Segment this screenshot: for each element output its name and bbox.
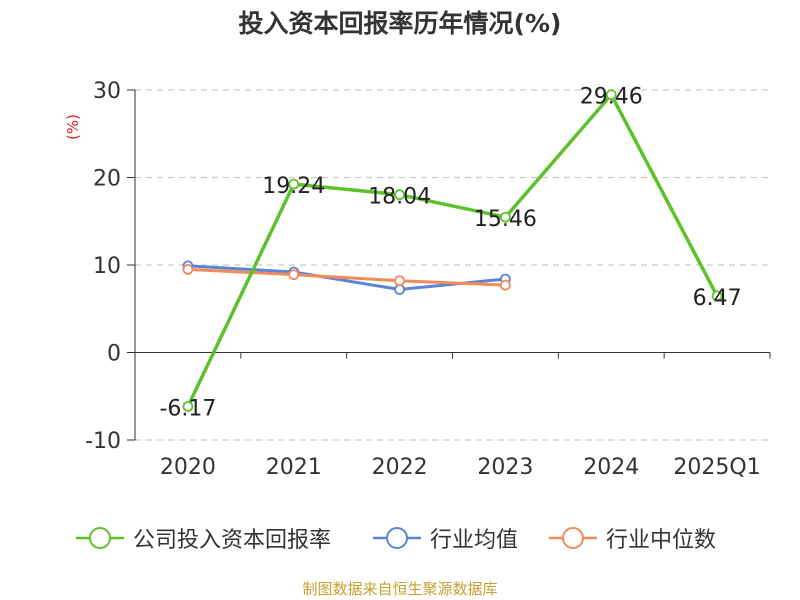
data-labels: -6.17 19.24 18.04 15.46 29.46 6.47 — [159, 85, 741, 422]
y-tick-label: 20 — [93, 167, 121, 192]
x-tick-label: 2020 — [160, 455, 216, 480]
series-line — [187, 267, 506, 287]
x-tick-label: 2023 — [477, 455, 533, 480]
y-tick-label: 30 — [93, 79, 121, 104]
data-point — [711, 290, 723, 302]
legend-item[interactable]: 行业中位数 — [548, 520, 716, 556]
x-tick-label: 2021 — [266, 455, 322, 480]
x-tick-label: 2024 — [583, 455, 639, 480]
legend-swatch-icon — [76, 527, 124, 549]
data-point — [288, 178, 300, 190]
data-label: 15.46 — [474, 207, 537, 232]
grid-lines — [135, 89, 770, 441]
data-label: 6.47 — [693, 286, 742, 311]
data-label: -6.17 — [159, 396, 216, 421]
axes: -10 0 10 20 30 2020 2021 2022 2023 2024 2025Q1 (%) — [64, 79, 771, 480]
data-point — [500, 211, 511, 223]
y-tick-label: 10 — [93, 254, 121, 279]
legend-swatch-icon — [549, 527, 597, 549]
data-point — [500, 279, 511, 291]
y-axis-label: (%) — [64, 114, 82, 140]
data-label: 18.04 — [368, 185, 431, 210]
series-lines — [182, 89, 723, 412]
data-point — [605, 89, 617, 101]
legend-label: 行业中位数 — [606, 528, 717, 553]
legend-swatch-icon — [373, 527, 421, 549]
data-point — [394, 284, 405, 295]
data-point — [394, 275, 405, 287]
legend-item[interactable]: 公司投入资本回报率 — [75, 520, 331, 556]
data-label: 29.46 — [580, 85, 643, 110]
data-point — [394, 189, 405, 201]
chart-title: 投入资本回报率历年情况(%) — [238, 9, 562, 38]
data-point — [182, 401, 194, 412]
legend: 公司投入资本回报率 行业均值 行业中位数 — [0, 520, 800, 556]
legend-item[interactable]: 行业均值 — [372, 520, 518, 556]
data-point — [182, 263, 194, 275]
data-label: 19.24 — [262, 174, 325, 199]
legend-label: 公司投入资本回报率 — [133, 528, 332, 553]
source-note: 制图数据来自恒生聚源数据库 — [302, 580, 498, 598]
y-tick-label: -10 — [85, 429, 121, 454]
data-point — [288, 269, 300, 281]
series-line — [186, 92, 719, 408]
x-tick-label: 2022 — [372, 455, 428, 480]
legend-label: 行业均值 — [430, 528, 519, 553]
x-tick-label: 2025Q1 — [673, 455, 760, 480]
y-tick-label: 0 — [107, 342, 121, 367]
